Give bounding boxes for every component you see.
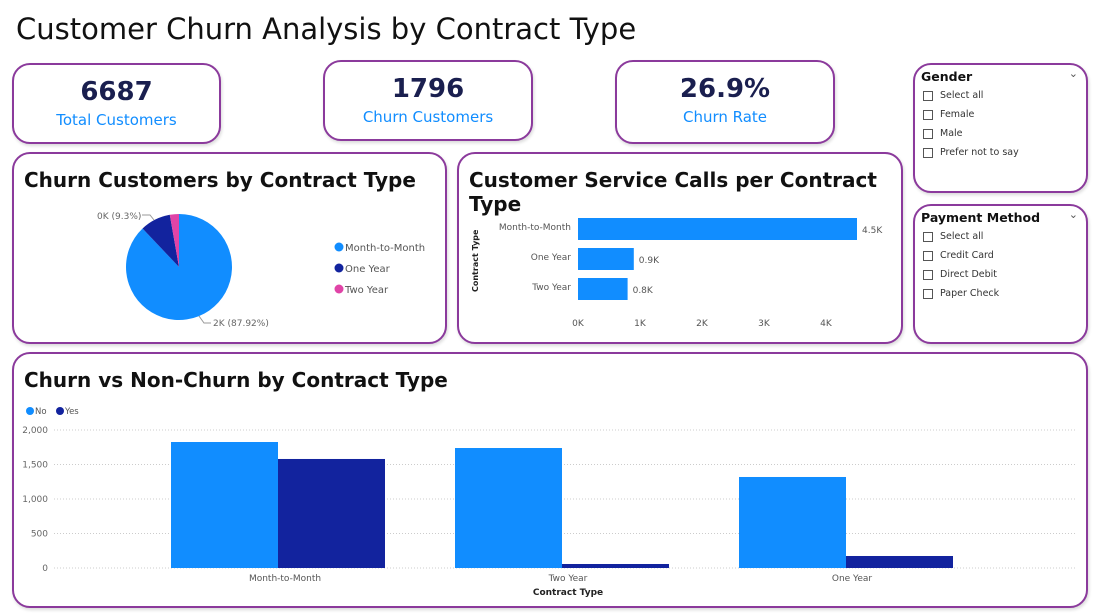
checkbox[interactable] [923,288,933,299]
legend-label: Two Year [344,285,389,296]
data-label: 0.9K [639,256,660,266]
bar [455,448,562,568]
pie-slice [142,214,179,267]
legend-label: One Year [345,264,391,275]
kpi-label: Churn Customers [362,108,494,126]
option-label: Prefer not to say [940,147,1019,158]
checkbox[interactable] [923,109,933,120]
slicer-option[interactable]: Paper Check [923,288,1086,299]
tick-label: 1K [634,319,647,329]
legend-marker [334,263,344,273]
category-label: Month-to-Month [499,223,571,233]
checkbox[interactable] [923,128,933,139]
tick-label: 500 [31,530,48,540]
bar [846,555,953,568]
tick-label: 4K [820,319,833,329]
gender-slicer: Gender ⌄ Select all Female Male Prefer not … [913,63,1088,193]
option-label: Select all [940,231,984,242]
bar [739,476,846,568]
tick-label: 2,000 [22,426,48,436]
slicer-option[interactable]: Female [923,109,1086,120]
bar [562,563,669,568]
tick-label: 2K [696,319,709,329]
checkbox[interactable] [923,231,933,242]
legend-label: Yes [64,407,79,417]
data-label: 0K (9.3%) [97,212,141,222]
category-label: One Year [531,253,572,263]
bar [578,248,634,270]
axis-title: Contract Type [471,229,480,292]
bar [578,278,628,300]
kpi-value: 6687 [80,77,153,107]
bar [578,218,857,240]
bar [171,442,278,568]
chevron-down-icon[interactable]: ⌄ [1068,67,1078,80]
tick-label: 1,000 [22,495,48,505]
pie-chart: 0K (9.3%) 2K (87.92%) Month-to-Month One Ye… [97,212,425,329]
tick-label: 0 [42,564,48,574]
slicer-option[interactable]: Select all [923,231,1086,242]
chart-title: Churn Customers by Contract Type [24,168,416,192]
pie-chart-card: Churn Customers by Contract Type 0K (9.3… [12,152,447,344]
checkbox[interactable] [923,90,933,101]
option-label: Direct Debit [940,269,998,280]
chart-title: Customer Service Calls per Contract Type [469,168,877,216]
chart-title: Churn vs Non-Churn by Contract Type [24,368,448,392]
kpi-value: 26.9% [679,74,771,104]
category-label: Month-to-Month [249,574,321,584]
service-calls-card: Customer Service Calls per Contract Type… [457,152,903,344]
legend-marker [334,242,344,252]
leader-line [142,214,155,221]
kpi-churn-customers: 1796 Churn Customers [323,60,533,141]
tick-label: 0K [572,319,585,329]
data-label: 4.5K [862,226,883,236]
kpi-value: 1796 [391,74,465,104]
slicer-title: Gender [921,69,973,84]
option-label: Select all [940,90,984,101]
slicer-option[interactable]: Credit Card [923,250,1086,261]
tick-label: 3K [758,319,771,329]
checkbox[interactable] [923,147,933,158]
hbar-chart: Contract Type Month-to-Month 4.5K One Year 0… [471,218,883,329]
data-label: 0.8K [633,286,654,296]
slicer-option[interactable]: Direct Debit [923,269,1086,280]
legend-marker [26,407,34,415]
slicer-title: Payment Method [921,210,1041,225]
churn-vs-nonchurn-card: Churn vs Non-Churn by Contract Type No Ye… [12,352,1088,608]
option-label: Paper Check [940,288,1000,299]
checkbox[interactable] [923,250,933,261]
legend-label: Month-to-Month [345,243,425,254]
legend-marker [56,407,64,415]
slicer-option[interactable]: Select all [923,90,1086,101]
category-label: Two Year [531,283,571,293]
axis-title: Contract Type [533,588,603,598]
kpi-label: Churn Rate [682,108,768,126]
kpi-label: Total Customers [56,111,177,129]
checkbox[interactable] [923,269,933,280]
kpi-churn-rate: 26.9% Churn Rate [615,60,835,144]
slicer-option[interactable]: Prefer not to say [923,147,1086,158]
category-label: Two Year [548,574,588,584]
payment-method-slicer: Payment Method ⌄ Select all Credit Card Di… [913,204,1088,344]
column-chart: No Yes 0 500 1,000 1,500 2,000 Month-to-Month Tw… [22,407,1076,598]
data-label: 2K (87.92%) [213,319,269,329]
kpi-total-customers: 6687 Total Customers [12,63,221,144]
pie-slice [169,214,179,267]
bar [278,458,385,568]
category-label: One Year [832,574,873,584]
slicer-option[interactable]: Male [923,128,1086,139]
option-label: Female [940,109,975,120]
legend-marker [334,284,344,294]
option-label: Credit Card [940,250,994,261]
option-label: Male [940,128,963,139]
tick-label: 1,500 [22,461,48,471]
chevron-down-icon[interactable]: ⌄ [1068,208,1078,221]
leader-line [198,315,211,324]
legend-label: No [35,407,47,417]
page-title: Customer Churn Analysis by Contract Type [16,12,637,46]
